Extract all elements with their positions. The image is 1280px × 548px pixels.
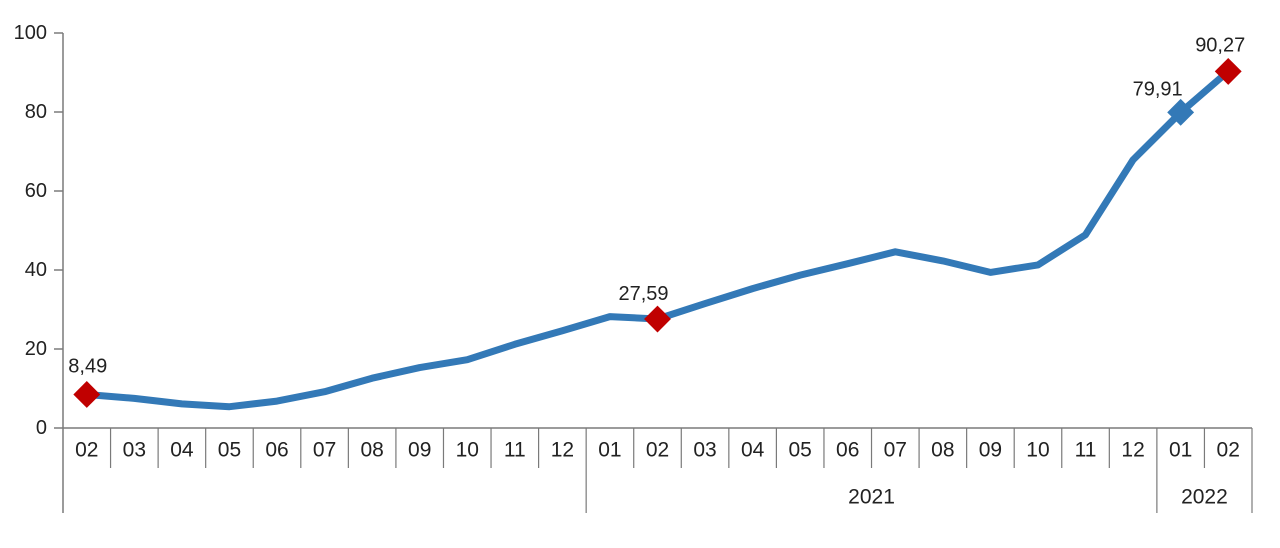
month-label: 02 [1217, 439, 1240, 462]
month-label: 03 [693, 439, 716, 462]
month-label: 05 [218, 439, 241, 462]
month-label: 01 [1169, 439, 1192, 462]
month-label: 02 [75, 439, 98, 462]
month-label: 11 [1075, 439, 1097, 462]
y-tick-label: 100 [14, 22, 47, 44]
data-point-marker [73, 381, 101, 408]
month-label: 04 [741, 439, 765, 462]
month-label: 05 [789, 439, 812, 462]
month-label: 07 [313, 439, 336, 462]
y-tick-label: 60 [25, 180, 47, 202]
month-label: 06 [836, 439, 859, 462]
month-label: 10 [1026, 439, 1049, 462]
y-tick-label: 0 [36, 417, 47, 439]
series-line [83, 67, 1232, 411]
data-point-label: 8,49 [68, 355, 107, 377]
month-label: 08 [931, 439, 954, 462]
month-label: 07 [884, 439, 907, 462]
data-point-marker [644, 305, 671, 333]
y-tick-label: 80 [25, 101, 47, 123]
month-label: 11 [504, 439, 526, 462]
month-label: 10 [456, 439, 479, 462]
month-label: 06 [265, 439, 288, 462]
month-label: 03 [123, 439, 146, 462]
data-point-label: 90,27 [1195, 34, 1245, 56]
month-label: 12 [551, 439, 574, 462]
y-tick-label: 40 [25, 259, 47, 281]
month-label: 12 [1121, 439, 1144, 462]
month-label: 04 [170, 439, 194, 462]
month-label: 09 [408, 439, 431, 462]
year-label: 2022 [1181, 486, 1228, 509]
month-label: 01 [598, 439, 621, 462]
month-label: 02 [646, 439, 669, 462]
data-point-label: 79,91 [1133, 78, 1183, 100]
month-label: 09 [979, 439, 1002, 462]
month-label: 08 [360, 439, 383, 462]
y-tick-label: 20 [25, 338, 47, 360]
year-label: 2021 [848, 486, 895, 509]
data-point-label: 27,59 [618, 283, 668, 305]
